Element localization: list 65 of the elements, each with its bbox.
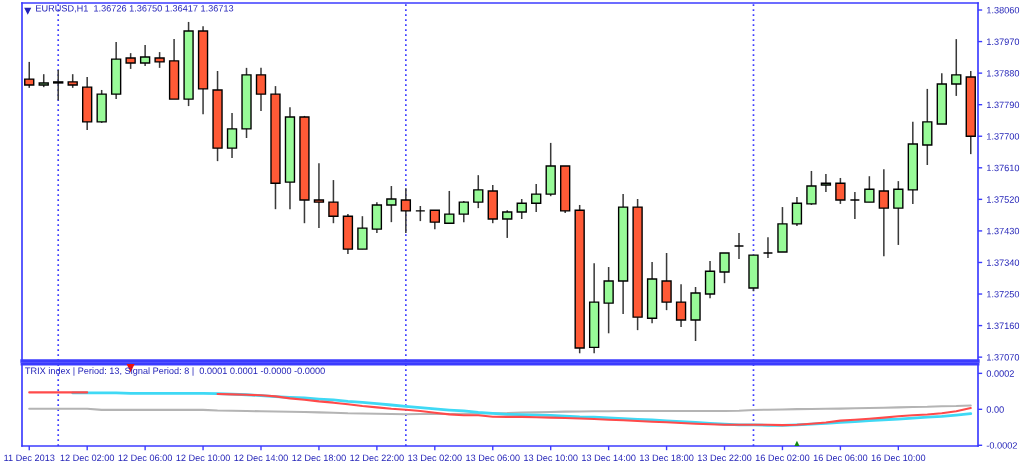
candlestick — [806, 170, 817, 206]
y-tick-label: 0.0002 — [986, 370, 1014, 377]
x-tick-label: 13 Dec 22:00 — [697, 454, 752, 462]
x-tick-label: 12 Dec 14:00 — [234, 454, 288, 462]
candlestick — [791, 196, 803, 227]
candlestick — [603, 266, 614, 335]
chart-title: EURUSD,H1 1.36726 1.36750 1.36417 1.36713 — [36, 5, 234, 13]
candlestick — [226, 112, 238, 159]
y-tick-label: 1.37070 — [987, 354, 1020, 361]
candlestick — [328, 179, 339, 224]
y-tick-label: 1.37610 — [987, 164, 1020, 172]
x-tick-label: 13 Dec 02:00 — [408, 454, 462, 462]
y-tick-label: 1.37520 — [987, 196, 1020, 203]
candlestick — [53, 69, 64, 101]
x-tick-label: 16 Dec 10:00 — [871, 454, 926, 462]
x-tick-label: 12 Dec 02:00 — [60, 454, 115, 462]
x-tick-label: 12 Dec 18:00 — [292, 454, 346, 462]
y-tick-label: 0.00 — [986, 406, 1004, 413]
candlestick — [864, 175, 875, 203]
candlestick — [878, 168, 890, 257]
candlestick — [473, 174, 484, 209]
candlestick — [400, 187, 412, 234]
x-tick-label: 11 Dec 2013 — [4, 454, 55, 462]
y-tick-label: 1.37160 — [987, 322, 1020, 329]
y-tick-label: 1.38060 — [987, 6, 1020, 14]
candlestick — [255, 67, 267, 112]
chart-title: TRIX index | Period: 13, Signal Period: 8 | 0.0001 0.0001 -0.0000 -0.0000 — [25, 367, 325, 376]
candlestick — [531, 183, 542, 213]
candlestick — [386, 185, 397, 223]
x-tick-label: 13 Dec 06:00 — [466, 454, 520, 462]
candlestick — [835, 177, 846, 205]
y-tick-label: 1.37790 — [987, 101, 1020, 109]
candlestick — [444, 190, 455, 224]
x-tick-label: 13 Dec 10:00 — [524, 454, 578, 462]
y-tick-label: 1.37880 — [987, 70, 1020, 77]
y-tick-label: 1.37430 — [987, 227, 1020, 235]
candlestick — [951, 38, 962, 97]
candlestick — [719, 252, 730, 284]
candlestick — [502, 209, 513, 239]
candlestick — [661, 252, 672, 311]
x-tick-label: 12 Dec 10:00 — [176, 454, 230, 462]
x-tick-label: 16 Dec 02:00 — [755, 454, 810, 462]
y-tick-label: -0.0002 — [986, 442, 1017, 449]
candlestick — [429, 209, 441, 230]
y-tick-label: 1.37700 — [987, 133, 1020, 140]
candlestick — [313, 162, 325, 229]
candlestick — [820, 173, 832, 193]
x-tick-label: 12 Dec 22:00 — [350, 454, 404, 462]
candlestick — [922, 88, 933, 166]
candlestick — [24, 61, 35, 89]
candlestick — [675, 283, 687, 328]
candlestick — [458, 200, 469, 223]
y-tick-label: 1.37970 — [987, 38, 1020, 45]
candlestick — [357, 215, 368, 250]
x-tick-label: 12 Dec 06:00 — [118, 454, 173, 462]
y-tick-label: 1.37250 — [987, 290, 1020, 298]
line-series — [28, 404, 972, 416]
x-tick-label: 13 Dec 18:00 — [640, 454, 694, 462]
candlestick — [139, 44, 151, 67]
x-tick-label: 16 Dec 06:00 — [813, 454, 868, 462]
candlestick — [704, 260, 716, 300]
candlestick — [516, 198, 527, 220]
y-tick-label: 1.37340 — [987, 259, 1020, 266]
candlestick — [893, 180, 904, 246]
x-tick-label: 13 Dec 14:00 — [582, 454, 636, 462]
